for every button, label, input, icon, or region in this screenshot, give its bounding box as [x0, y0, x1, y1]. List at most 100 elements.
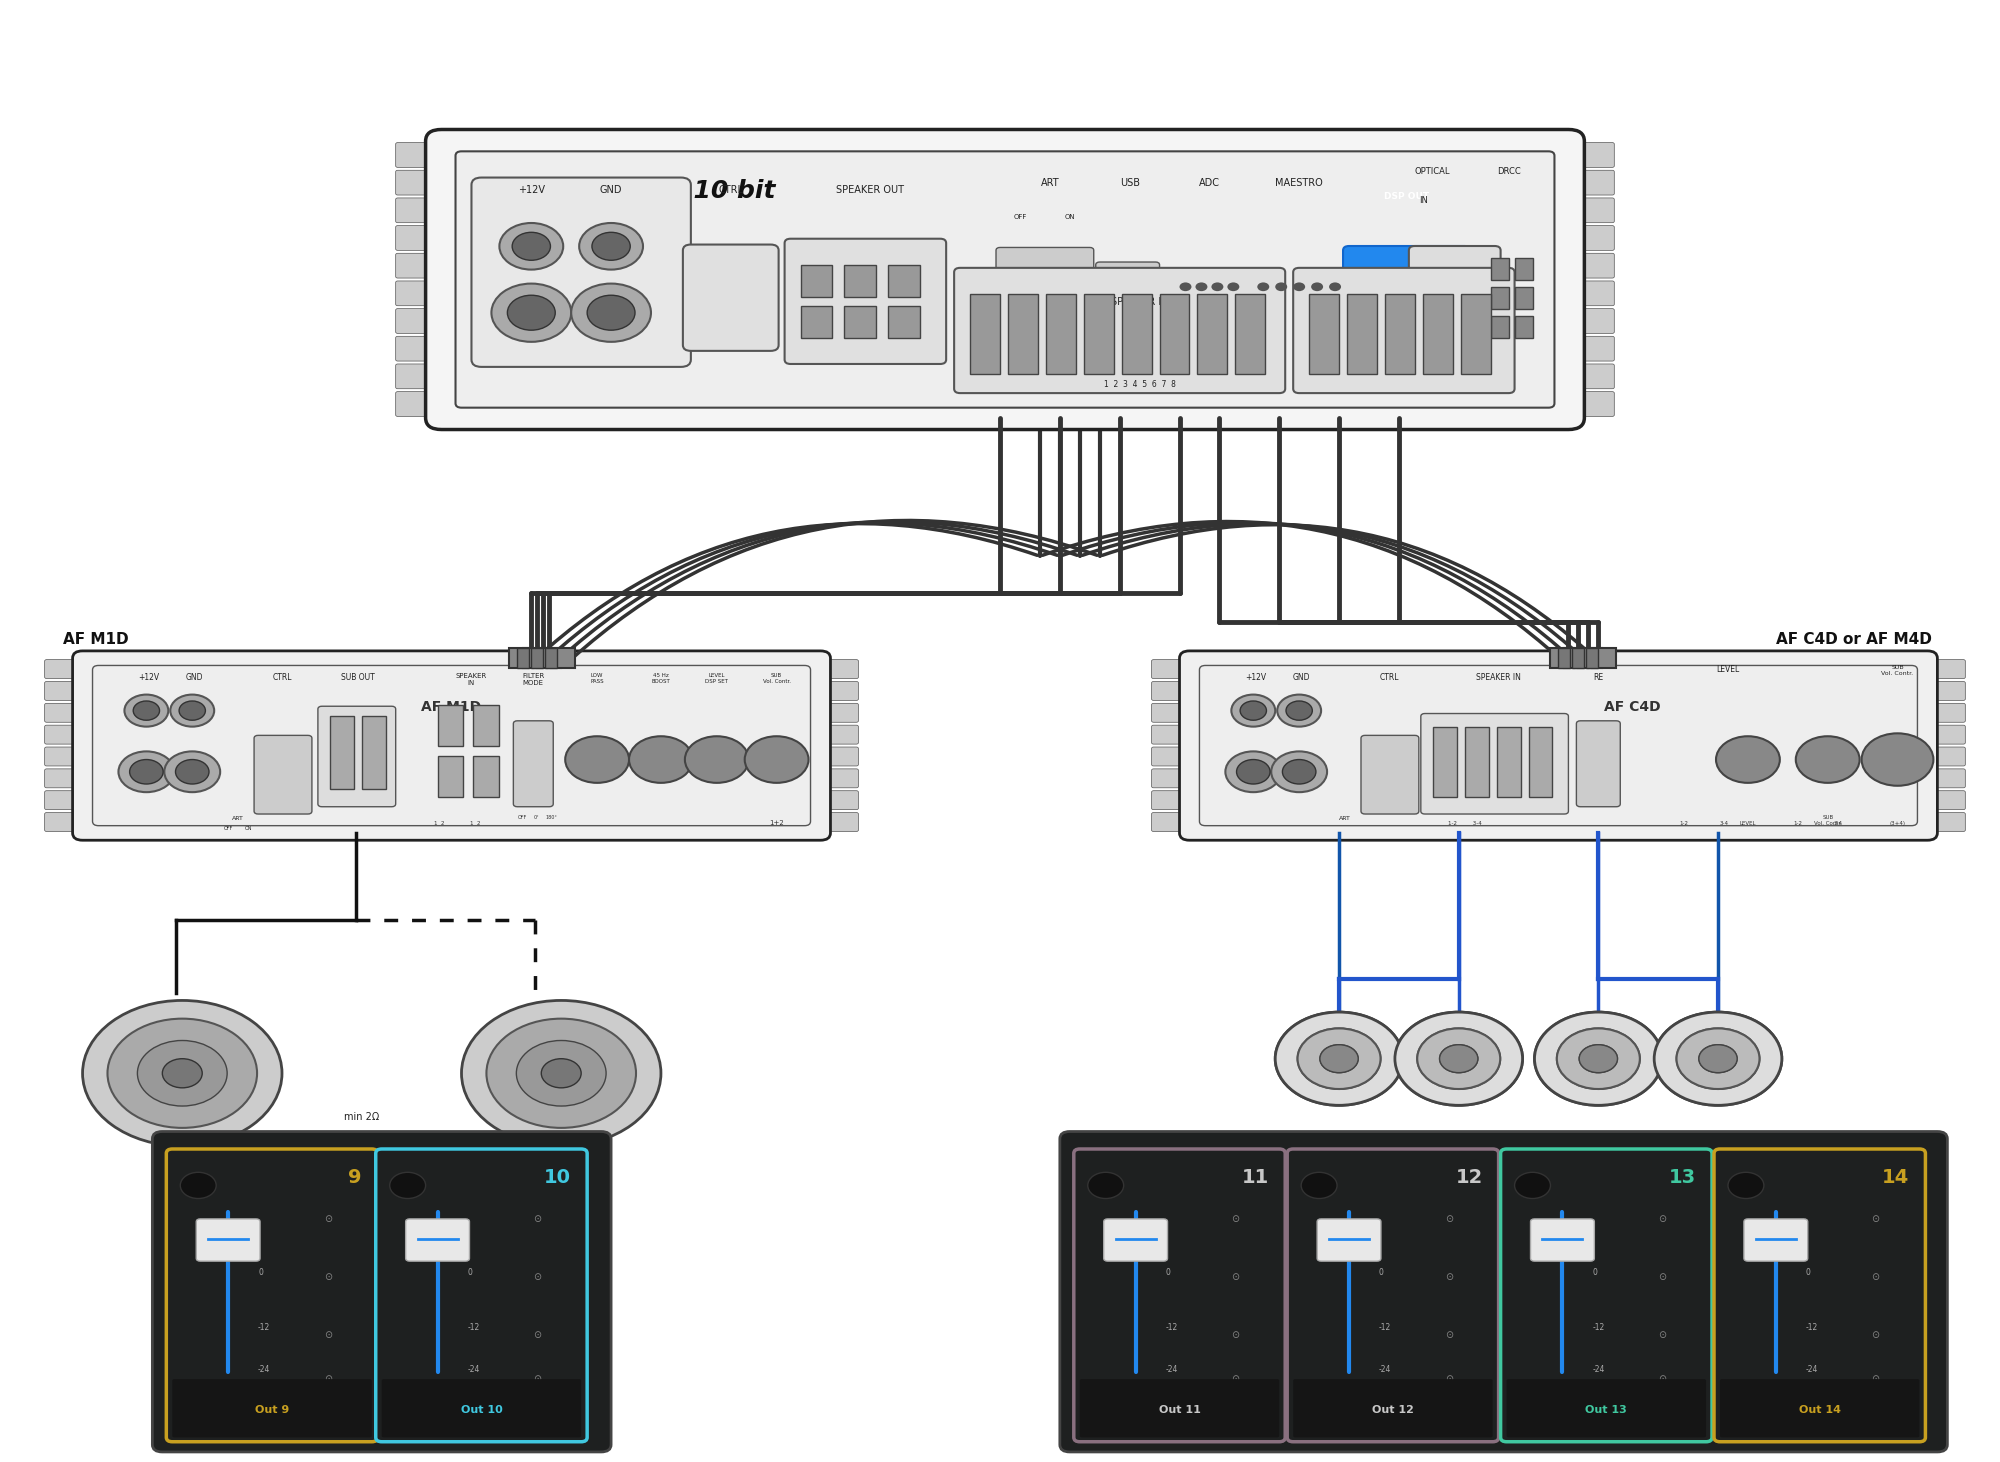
Text: CTRL: CTRL [718, 184, 744, 194]
Text: -12: -12 [258, 1323, 270, 1332]
FancyBboxPatch shape [524, 648, 548, 668]
Circle shape [1228, 282, 1240, 291]
Text: ⊙: ⊙ [1444, 1213, 1452, 1224]
FancyBboxPatch shape [510, 648, 534, 668]
Circle shape [108, 1019, 258, 1127]
FancyBboxPatch shape [818, 659, 858, 678]
Text: ⊙: ⊙ [1232, 1330, 1240, 1341]
Text: AF C4D: AF C4D [1604, 700, 1660, 713]
Text: -24: -24 [1806, 1366, 1818, 1374]
Text: 13: 13 [1668, 1168, 1696, 1187]
Text: -36: -36 [1378, 1408, 1392, 1417]
Circle shape [1556, 1028, 1640, 1089]
FancyBboxPatch shape [438, 705, 464, 746]
Text: ART: ART [1340, 816, 1350, 822]
FancyBboxPatch shape [1496, 727, 1520, 797]
Circle shape [1676, 1028, 1760, 1089]
Circle shape [1088, 1173, 1124, 1199]
Text: RE: RE [1594, 673, 1604, 681]
Text: ⊙: ⊙ [1872, 1330, 1880, 1341]
Text: 0 dB: 0 dB [1340, 1396, 1358, 1405]
Text: -24: -24 [1166, 1366, 1178, 1374]
Text: ADC: ADC [1198, 177, 1220, 187]
FancyBboxPatch shape [1566, 281, 1614, 306]
Text: -36: -36 [1806, 1408, 1818, 1417]
Circle shape [390, 1173, 426, 1199]
Circle shape [1302, 1173, 1338, 1199]
FancyBboxPatch shape [396, 281, 444, 306]
Text: -12: -12 [1806, 1323, 1818, 1332]
Text: AF M1D: AF M1D [422, 700, 482, 713]
FancyBboxPatch shape [44, 769, 84, 788]
FancyBboxPatch shape [376, 1149, 588, 1442]
Circle shape [1534, 1012, 1662, 1105]
FancyBboxPatch shape [1566, 197, 1614, 222]
FancyBboxPatch shape [1008, 294, 1038, 374]
FancyBboxPatch shape [166, 1149, 378, 1442]
Circle shape [1728, 1173, 1764, 1199]
Circle shape [1418, 1028, 1500, 1089]
FancyBboxPatch shape [1514, 287, 1532, 308]
Circle shape [1276, 1012, 1402, 1105]
FancyBboxPatch shape [1530, 1219, 1594, 1262]
FancyBboxPatch shape [1288, 1149, 1498, 1442]
Text: 1+2: 1+2 [770, 820, 784, 826]
FancyBboxPatch shape [396, 170, 444, 194]
Circle shape [124, 694, 168, 727]
Circle shape [1580, 1045, 1618, 1073]
FancyBboxPatch shape [456, 152, 1554, 408]
Text: ⊙: ⊙ [1872, 1272, 1880, 1282]
FancyBboxPatch shape [1566, 364, 1614, 389]
FancyBboxPatch shape [1084, 294, 1114, 374]
FancyBboxPatch shape [1384, 294, 1414, 374]
FancyBboxPatch shape [1422, 294, 1452, 374]
Circle shape [684, 737, 748, 782]
Text: AF C4.10 bit: AF C4.10 bit [604, 178, 776, 203]
FancyBboxPatch shape [1160, 294, 1190, 374]
Text: -36: -36 [258, 1408, 270, 1417]
Text: 0: 0 [1592, 1268, 1598, 1278]
Text: ON: ON [1064, 213, 1076, 219]
FancyBboxPatch shape [1592, 648, 1616, 668]
Circle shape [82, 1000, 282, 1146]
Text: 0: 0 [1806, 1268, 1810, 1278]
Text: USB: USB [1120, 177, 1140, 187]
Circle shape [580, 224, 642, 269]
Text: 1-2: 1-2 [1794, 820, 1802, 826]
FancyBboxPatch shape [1152, 703, 1192, 722]
FancyBboxPatch shape [1566, 392, 1614, 417]
Circle shape [1556, 1028, 1640, 1089]
Text: SPEAKER
IN: SPEAKER IN [456, 673, 488, 686]
Text: GND: GND [600, 184, 622, 194]
FancyBboxPatch shape [1572, 648, 1584, 668]
Text: Out 14: Out 14 [1798, 1405, 1840, 1415]
Circle shape [180, 1173, 216, 1199]
FancyBboxPatch shape [44, 791, 84, 810]
Text: ⊙: ⊙ [1658, 1213, 1666, 1224]
FancyBboxPatch shape [362, 716, 386, 789]
Circle shape [1196, 282, 1208, 291]
FancyBboxPatch shape [1926, 747, 1966, 766]
FancyBboxPatch shape [1408, 246, 1500, 342]
Circle shape [486, 1019, 636, 1127]
FancyBboxPatch shape [818, 703, 858, 722]
Circle shape [1440, 1045, 1478, 1073]
Text: 0 dB: 0 dB [220, 1396, 236, 1405]
Text: IN: IN [1394, 297, 1404, 307]
Text: SPEAKER IN: SPEAKER IN [1110, 297, 1168, 307]
Circle shape [1272, 751, 1328, 792]
FancyBboxPatch shape [396, 225, 444, 250]
FancyBboxPatch shape [1926, 659, 1966, 678]
Text: 0: 0 [258, 1268, 262, 1278]
Circle shape [1796, 737, 1860, 782]
Circle shape [744, 737, 808, 782]
Circle shape [1312, 282, 1324, 291]
FancyBboxPatch shape [1576, 721, 1620, 807]
FancyBboxPatch shape [784, 238, 946, 364]
Text: 0: 0 [1166, 1268, 1170, 1278]
Text: ⊙: ⊙ [1658, 1330, 1666, 1341]
Circle shape [1862, 734, 1934, 785]
Text: -12: -12 [1166, 1323, 1178, 1332]
FancyBboxPatch shape [396, 197, 444, 222]
FancyBboxPatch shape [1420, 713, 1568, 814]
